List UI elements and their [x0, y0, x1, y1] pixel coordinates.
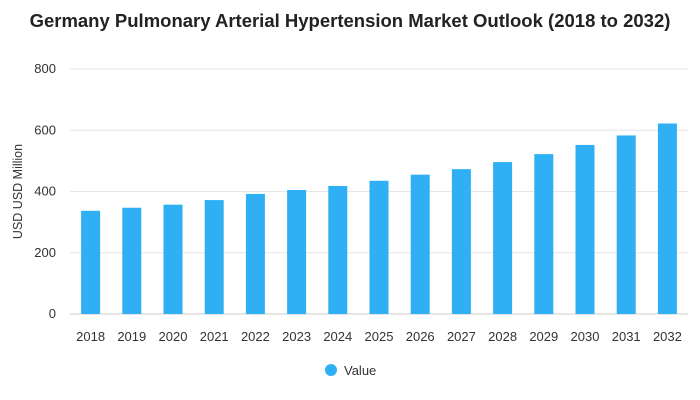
legend-swatch-value[interactable] — [325, 364, 337, 376]
x-tick-label: 2018 — [76, 329, 105, 344]
x-tick-label: 2022 — [241, 329, 270, 344]
x-tick-label: 2019 — [117, 329, 146, 344]
x-axis: 2018 2019 2020 2021 2022 2023 2024 2025 2026 2027… — [76, 329, 682, 344]
bars — [81, 123, 677, 314]
bar-2025[interactable] — [369, 180, 389, 314]
x-tick-label: 2031 — [612, 329, 641, 344]
bar-2031[interactable] — [616, 135, 636, 314]
x-tick-label: 2026 — [406, 329, 435, 344]
x-tick-label: 2032 — [653, 329, 682, 344]
chart-title: Germany Pulmonary Arterial Hypertension … — [29, 10, 671, 31]
bar-2021[interactable] — [204, 200, 224, 314]
x-tick-label: 2030 — [571, 329, 600, 344]
y-axis: 0 200 400 600 800 — [34, 61, 56, 321]
bar-2027[interactable] — [451, 169, 471, 314]
legend-label-value[interactable]: Value — [344, 363, 376, 378]
y-tick-label: 600 — [34, 122, 56, 137]
x-tick-label: 2024 — [323, 329, 352, 344]
bar-2022[interactable] — [245, 193, 265, 314]
bar-2023[interactable] — [287, 189, 307, 314]
x-tick-label: 2021 — [200, 329, 229, 344]
bar-2030[interactable] — [575, 144, 595, 314]
bar-2032[interactable] — [657, 123, 677, 314]
bar-2020[interactable] — [163, 204, 183, 314]
y-tick-label: 800 — [34, 61, 56, 76]
bar-2028[interactable] — [493, 162, 513, 314]
x-tick-label: 2025 — [365, 329, 394, 344]
bar-2018[interactable] — [81, 210, 101, 314]
x-tick-label: 2028 — [488, 329, 517, 344]
y-tick-label: 0 — [49, 306, 56, 321]
bar-2019[interactable] — [122, 207, 142, 314]
legend[interactable]: Value — [325, 363, 376, 378]
x-tick-label: 2029 — [529, 329, 558, 344]
x-tick-label: 2020 — [159, 329, 188, 344]
bar-2029[interactable] — [534, 154, 554, 314]
bar-2026[interactable] — [410, 174, 430, 314]
x-tick-label: 2023 — [282, 329, 311, 344]
y-tick-label: 200 — [34, 245, 56, 260]
y-axis-label: USD USD Million — [11, 144, 25, 239]
bar-2024[interactable] — [328, 185, 348, 314]
x-tick-label: 2027 — [447, 329, 476, 344]
y-tick-label: 400 — [34, 184, 56, 199]
